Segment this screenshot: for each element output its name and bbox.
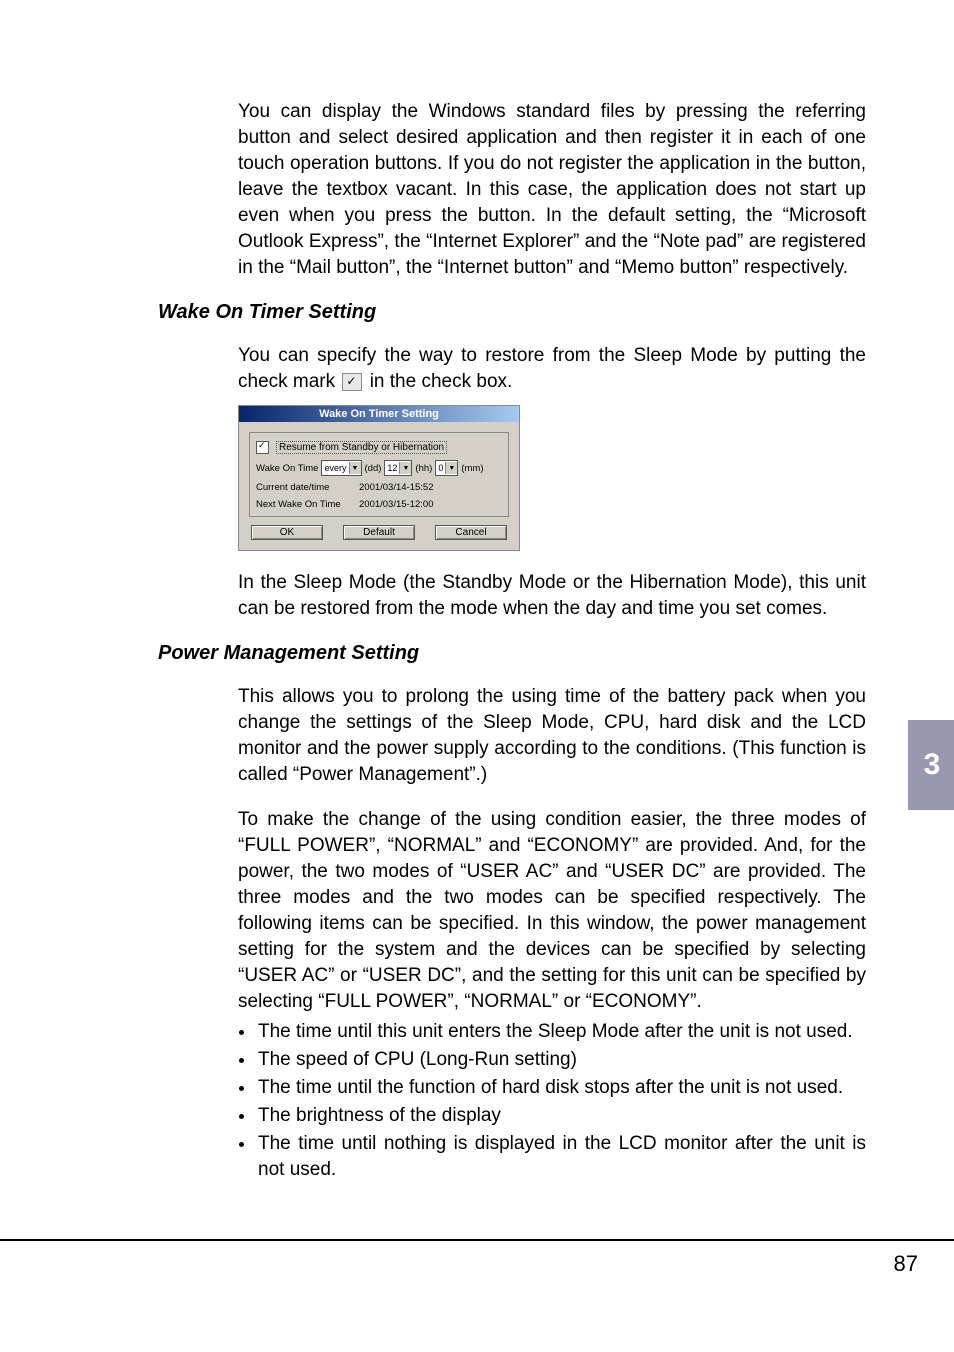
chevron-down-icon: [399, 462, 411, 474]
intro-paragraph: You can display the Windows standard fil…: [238, 99, 866, 281]
dd-select[interactable]: every: [321, 460, 361, 476]
bullet-item: The speed of CPU (Long-Run setting): [256, 1047, 866, 1073]
cancel-button[interactable]: Cancel: [435, 525, 507, 540]
power-mgmt-p2: To make the change of the using conditio…: [238, 807, 866, 1015]
chapter-tab: 3: [908, 720, 954, 810]
wake-timer-heading: Wake On Timer Setting: [158, 301, 866, 324]
mm-select[interactable]: 0: [435, 460, 458, 476]
dialog-title: Wake On Timer Setting: [239, 406, 519, 422]
wake-timer-p1: You can specify the way to restore from …: [238, 343, 866, 395]
power-mgmt-bullets: The time until this unit enters the Slee…: [238, 1019, 866, 1183]
resume-label: Resume from Standby or Hibernation: [276, 441, 447, 454]
dd-unit: (dd): [365, 463, 382, 474]
resume-checkbox[interactable]: [256, 441, 269, 454]
chevron-down-icon: [445, 462, 457, 474]
page-number: 87: [0, 1241, 954, 1277]
current-date-label: Current date/time: [256, 482, 356, 493]
mm-value: 0: [438, 463, 443, 473]
next-wake-value: 2001/03/15-12:00: [359, 499, 433, 510]
chevron-down-icon: [349, 462, 361, 474]
bullet-item: The time until the function of hard disk…: [256, 1075, 866, 1101]
hh-unit: (hh): [415, 463, 432, 474]
bullet-item: The time until this unit enters the Slee…: [256, 1019, 866, 1045]
default-button[interactable]: Default: [343, 525, 415, 540]
wake-timer-dialog: Wake On Timer Setting Resume from Standb…: [238, 405, 520, 551]
dd-value: every: [324, 463, 346, 473]
power-mgmt-p1: This allows you to prolong the using tim…: [238, 684, 866, 788]
power-mgmt-heading: Power Management Setting: [158, 642, 866, 665]
current-date-value: 2001/03/14-15:52: [359, 482, 433, 493]
bullet-item: The brightness of the display: [256, 1103, 866, 1129]
wake-p1-suffix: in the check box.: [370, 371, 513, 392]
mm-unit: (mm): [461, 463, 483, 474]
hh-value: 12: [387, 463, 397, 473]
ok-button[interactable]: OK: [251, 525, 323, 540]
wake-p1-prefix: You can specify the way to restore from …: [238, 345, 866, 392]
wake-timer-p2: In the Sleep Mode (the Standby Mode or t…: [238, 570, 866, 622]
hh-select[interactable]: 12: [384, 460, 412, 476]
next-wake-label: Next Wake On Time: [256, 499, 356, 510]
checkbox-icon: [342, 373, 362, 391]
wake-on-time-label: Wake On Time: [256, 463, 318, 474]
bullet-item: The time until nothing is displayed in t…: [256, 1131, 866, 1183]
